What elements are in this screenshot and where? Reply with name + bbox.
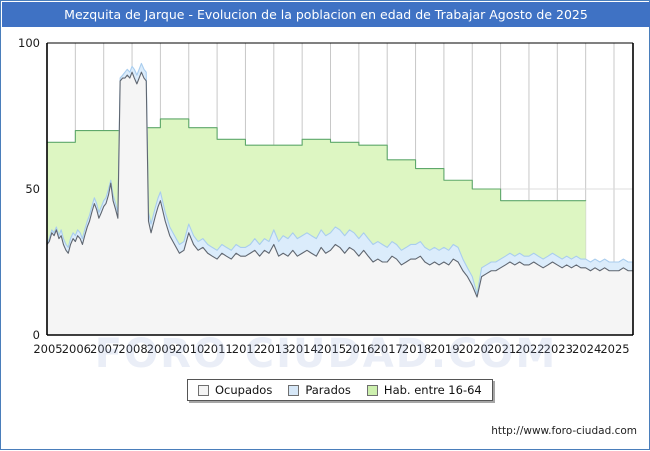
- legend-swatch-habitantes: [366, 384, 378, 396]
- y-tick-label: 50: [25, 182, 40, 196]
- plot-area: 0 50 100 2005 2006 2007 2008 2009 2010 2011 2012 2…: [1, 27, 650, 451]
- x-tick-label: 2010: [175, 342, 204, 356]
- x-tick-label: 2013: [260, 342, 289, 356]
- axes: [46, 42, 634, 336]
- legend-swatch-ocupados: [198, 384, 209, 396]
- page-title: Mezquita de Jarque - Evolucion de la pob…: [64, 7, 588, 22]
- x-tick-label: 2005: [33, 342, 62, 356]
- legend-item-ocupados: Ocupados: [198, 383, 272, 397]
- x-axis-tick-labels: 2005 2006 2007 2008 2009 2010 2011 2012 2013 2014…: [33, 342, 629, 356]
- x-tick-label: 2017: [374, 342, 403, 356]
- x-tick-label: 2024: [572, 342, 601, 356]
- x-tick-label: 2008: [118, 342, 147, 356]
- legend-label-habitantes: Hab. entre 16-64: [383, 383, 482, 397]
- legend-item-parados: Parados: [288, 383, 351, 397]
- legend-label-parados: Parados: [305, 383, 351, 397]
- x-tick-label: 2009: [147, 342, 176, 356]
- x-tick-label: 2006: [62, 342, 91, 356]
- y-axis-tick-labels: 0 50 100: [18, 36, 40, 342]
- legend-item-habitantes: Hab. entre 16-64: [366, 383, 482, 397]
- x-tick-label: 2022: [515, 342, 544, 356]
- x-tick-label: 2021: [487, 342, 516, 356]
- x-tick-label: 2015: [317, 342, 346, 356]
- x-tick-label: 2014: [289, 342, 318, 356]
- x-tick-label: 2011: [203, 342, 232, 356]
- x-tick-label: 2012: [232, 342, 261, 356]
- x-tick-label: 2025: [600, 342, 629, 356]
- x-tick-label: 2023: [544, 342, 573, 356]
- y-tick-label: 0: [33, 328, 40, 342]
- x-tick-label: 2007: [90, 342, 119, 356]
- window-title-bar: Mezquita de Jarque - Evolucion de la pob…: [2, 2, 650, 27]
- legend-swatch-parados: [288, 384, 300, 396]
- x-tick-label: 2019: [430, 342, 459, 356]
- y-tick-label: 100: [18, 36, 40, 50]
- source-url: http://www.foro-ciudad.com: [491, 425, 637, 437]
- x-tick-label: 2020: [459, 342, 488, 356]
- x-tick-label: 2016: [345, 342, 374, 356]
- x-tick-label: 2018: [402, 342, 431, 356]
- series-ocupados: [46, 71, 634, 335]
- chart-legend: Ocupados Parados Hab. entre 16-64: [187, 379, 493, 401]
- legend-label-ocupados: Ocupados: [215, 383, 273, 397]
- series-layer: [46, 62, 634, 335]
